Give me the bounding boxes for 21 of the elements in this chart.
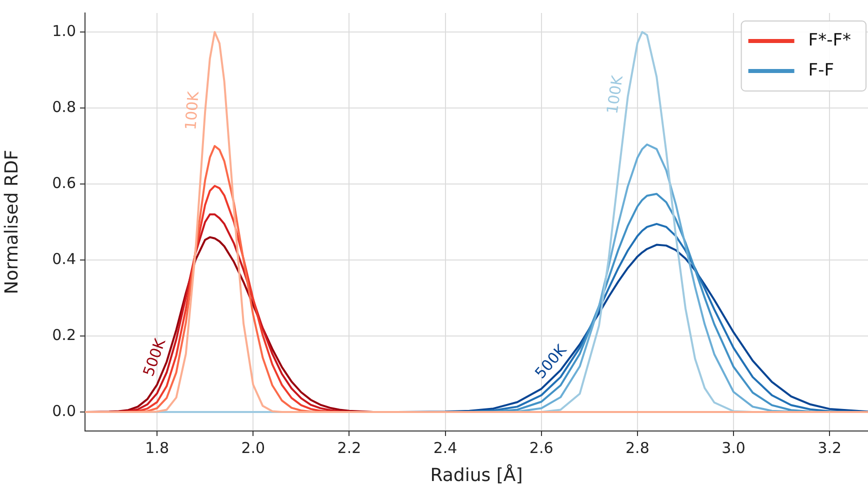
x-axis-title: Radius [Å] <box>430 464 523 486</box>
legend-label: F-F <box>808 60 834 80</box>
y-tick-label: 0.0 <box>52 402 76 420</box>
annotation: 100K <box>603 73 627 116</box>
x-tick-label: 3.0 <box>722 438 746 457</box>
x-tick-label: 2.6 <box>529 438 554 457</box>
x-tick-label: 1.8 <box>145 438 169 457</box>
y-tick-label: 0.8 <box>52 98 76 116</box>
y-tick-label: 0.4 <box>52 250 76 268</box>
y-axis-title: Normalised RDF <box>1 150 22 294</box>
x-tick-label: 2.0 <box>241 438 266 457</box>
y-tick-label: 1.0 <box>52 22 76 40</box>
annotation: 500K <box>139 335 170 379</box>
y-tick-label: 0.2 <box>52 326 76 344</box>
annotation: 100K <box>182 90 203 131</box>
x-tick-label: 3.2 <box>818 438 842 457</box>
x-tick-label: 2.2 <box>337 438 362 457</box>
legend-label: F*-F* <box>808 30 852 50</box>
y-tick-label: 0.6 <box>52 174 76 192</box>
x-tick-label: 2.8 <box>625 438 650 457</box>
x-tick-label: 2.4 <box>433 438 458 457</box>
